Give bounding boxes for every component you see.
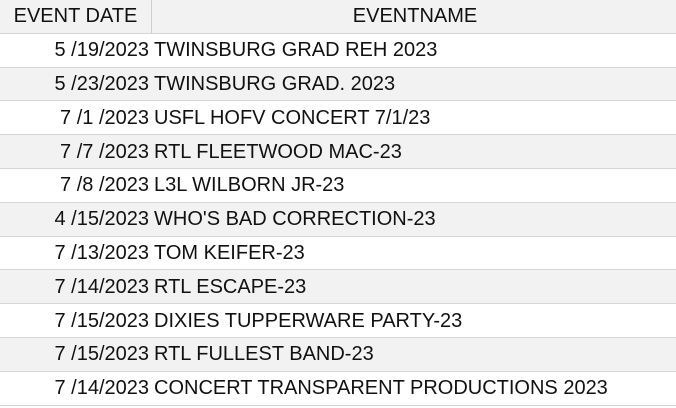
event-name-cell[interactable]: TWINSBURG GRAD REH 2023 bbox=[152, 33, 676, 68]
event-name-cell[interactable]: RTL FLEETWOOD MAC-23 bbox=[152, 135, 676, 169]
column-header-eventname[interactable]: EVENTNAME bbox=[152, 0, 676, 34]
event-date-cell[interactable]: 7 /15/2023 bbox=[0, 337, 152, 372]
event-name-cell[interactable]: TOM KEIFER-23 bbox=[152, 236, 676, 271]
event-date-cell[interactable]: 7 /7 /2023 bbox=[0, 135, 152, 169]
event-date-cell[interactable]: 7 /1 /2023 bbox=[0, 101, 152, 136]
event-name-cell[interactable]: TWINSBURG GRAD. 2023 bbox=[152, 67, 676, 102]
event-date-cell[interactable]: 4 /15/2023 bbox=[0, 202, 152, 237]
event-date-cell[interactable]: 7 /8 /2023 bbox=[0, 168, 152, 203]
event-name-cell[interactable]: WHO'S BAD CORRECTION-23 bbox=[152, 202, 676, 237]
event-name-cell[interactable]: RTL ESCAPE-23 bbox=[152, 270, 676, 305]
event-name-cell[interactable]: USFL HOFV CONCERT 7/1/23 bbox=[152, 101, 676, 136]
event-date-cell[interactable]: 5 /19/2023 bbox=[0, 33, 152, 68]
event-name-cell[interactable]: L3L WILBORN JR-23 bbox=[152, 168, 676, 203]
event-name-cell[interactable]: DIXIES TUPPERWARE PARTY-23 bbox=[152, 304, 676, 338]
event-date-cell[interactable]: 7 /13/2023 bbox=[0, 236, 152, 271]
event-date-cell[interactable]: 7 /15/2023 bbox=[0, 304, 152, 338]
event-date-cell[interactable]: 5 /23/2023 bbox=[0, 67, 152, 102]
event-name-cell[interactable]: CONCERT TRANSPARENT PRODUCTIONS 2023 bbox=[152, 371, 676, 406]
column-header-event-date[interactable]: EVENT DATE bbox=[0, 0, 152, 34]
event-date-cell[interactable]: 7 /14/2023 bbox=[0, 371, 152, 406]
event-name-cell[interactable]: RTL FULLEST BAND-23 bbox=[152, 337, 676, 372]
event-date-cell[interactable]: 7 /14/2023 bbox=[0, 270, 152, 305]
